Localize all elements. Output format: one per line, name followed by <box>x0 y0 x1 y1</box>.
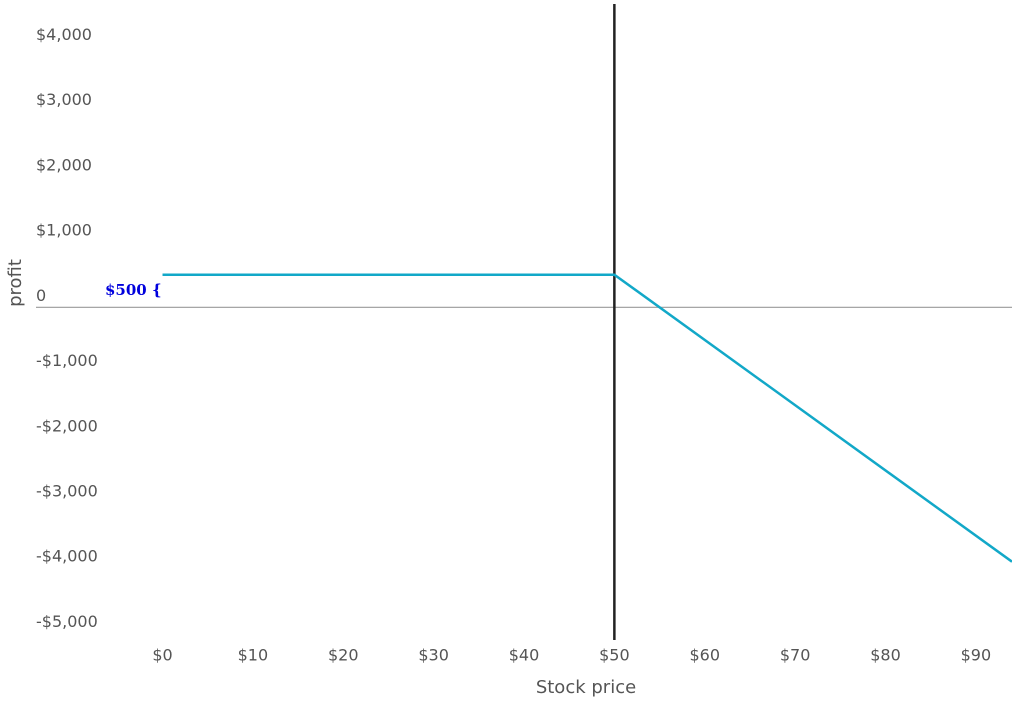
x-tick-label: $10 <box>238 646 269 665</box>
y-tick-label: -$2,000 <box>36 416 98 435</box>
annotation: $500 { <box>105 281 162 299</box>
y-tick-label: 0 <box>36 286 46 305</box>
y-tick-label: $2,000 <box>36 155 92 174</box>
x-tick-label: $50 <box>599 646 630 665</box>
y-axis-label: profit <box>5 259 26 307</box>
x-tick-label: $0 <box>152 646 172 665</box>
x-tick-label: $70 <box>780 646 811 665</box>
y-tick-label: -$4,000 <box>36 547 98 566</box>
x-tick-label: $90 <box>961 646 992 665</box>
x-tick-label: $60 <box>689 646 720 665</box>
x-tick-label: $30 <box>418 646 449 665</box>
profit-line <box>162 273 1012 563</box>
y-tick-label: $1,000 <box>36 221 92 240</box>
y-tick-label: -$3,000 <box>36 482 98 501</box>
x-tick-label: $80 <box>870 646 901 665</box>
x-tick-label: $40 <box>509 646 540 665</box>
y-tick-label: -$1,000 <box>36 351 98 370</box>
x-tick-label: $20 <box>328 646 359 665</box>
x-axis-label: Stock price <box>536 677 636 698</box>
y-tick-label: -$5,000 <box>36 612 98 631</box>
y-tick-label: $3,000 <box>36 90 92 109</box>
y-tick-label: $4,000 <box>36 25 92 44</box>
